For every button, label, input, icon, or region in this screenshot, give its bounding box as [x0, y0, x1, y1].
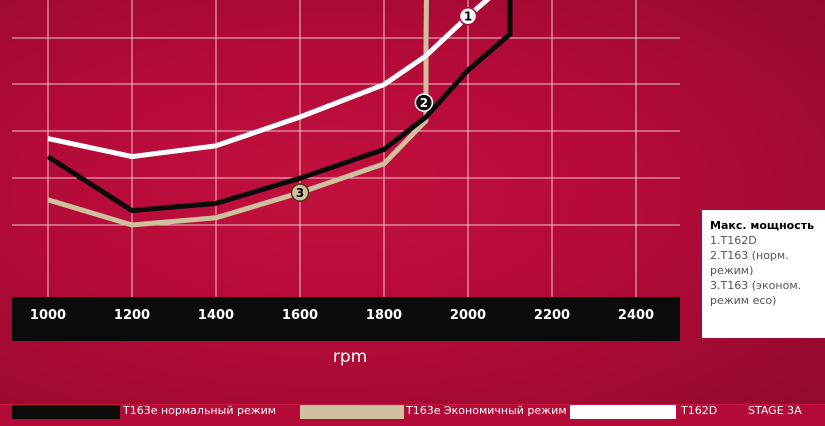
note-line-2: 2.T163 (норм. [710, 249, 789, 262]
series-lines [46, 0, 513, 228]
max-power-note: Макс. мощность 1.T162D 2.T163 (норм. реж… [702, 210, 825, 338]
series-line-1 [47, 0, 491, 160]
grid [12, 0, 680, 297]
legend-stage: STAGE 3A [748, 404, 802, 417]
marker-1-label: 1 [464, 10, 472, 24]
x-tick-2200: 2200 [533, 308, 571, 323]
x-tick-1200: 1200 [113, 308, 151, 323]
legend-swatch-eco [300, 405, 404, 419]
series-line-2 [46, 0, 513, 214]
x-axis-label: rpm [332, 347, 368, 367]
x-tick-1800: 1800 [365, 308, 403, 323]
series-markers: 1 2 3 [290, 6, 478, 202]
x-tick-1600: 1600 [281, 308, 319, 323]
legend-swatch-normal [12, 405, 120, 419]
legend-swatch-t162d [570, 405, 676, 419]
x-tick-1000: 1000 [29, 308, 67, 323]
marker-3-circle [290, 183, 310, 202]
legend-label-normal: T163e нормальный режим [123, 404, 277, 417]
note-line-5: режим eco) [710, 294, 777, 307]
x-tick-2000: 2000 [449, 308, 487, 323]
marker-2-circle [414, 93, 434, 112]
x-axis-band [12, 297, 680, 341]
x-tick-2400: 2400 [617, 308, 655, 323]
note-line-1: 1.T162D [710, 234, 757, 247]
marker-3-label: 3 [296, 186, 304, 200]
note-line-4: 3.T163 (эконом. [710, 279, 802, 292]
marker-2-label: 2 [420, 96, 428, 110]
note-title: Макс. мощность [710, 219, 815, 232]
marker-1-circle [458, 6, 478, 26]
note-line-3: режим) [710, 264, 754, 277]
x-tick-1400: 1400 [197, 308, 235, 323]
legend-label-t162d: T162D [681, 404, 718, 417]
legend-label-eco: T163e Экономичный режим [406, 404, 567, 417]
